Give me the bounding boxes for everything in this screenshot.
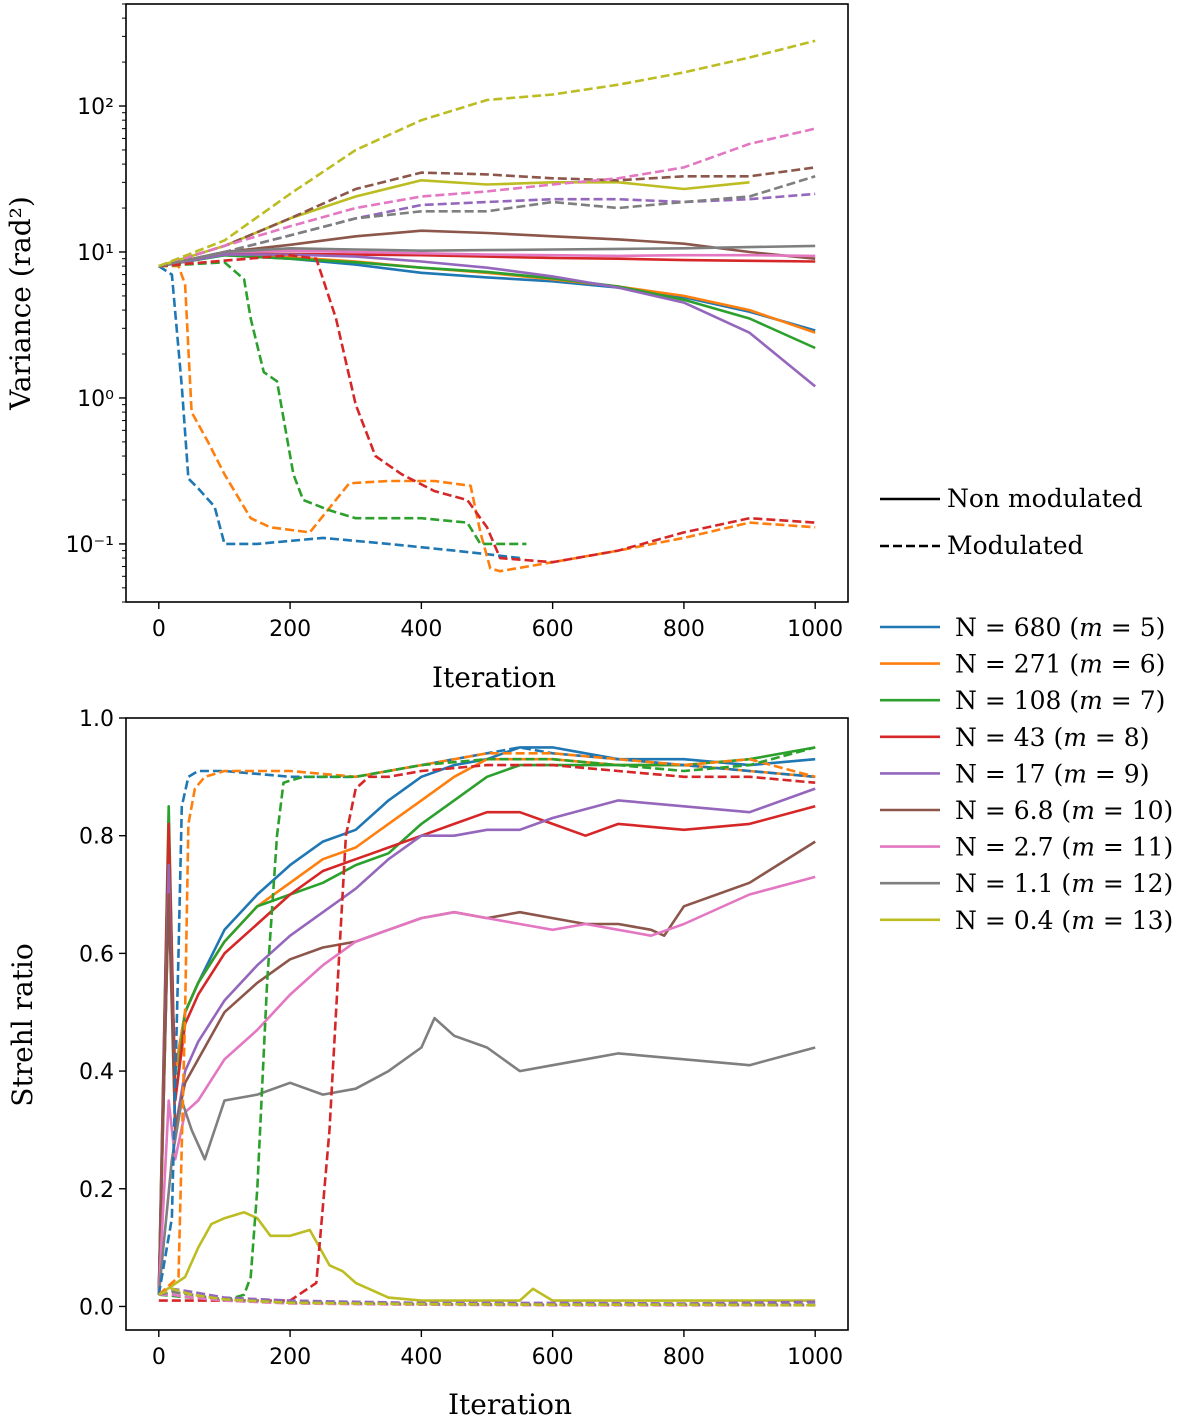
strehl-x-tick-label: 0 <box>152 1345 166 1370</box>
legend-series-label: N = 271 (m = 6) <box>955 650 1165 679</box>
line-style-legend: Non modulated Modulated <box>880 484 1143 560</box>
strehl-x-tick-label: 200 <box>269 1345 311 1370</box>
variance-series-solid-7 <box>158 244 816 268</box>
legend-series-label: N = 43 (m = 8) <box>955 723 1149 752</box>
strehl-plot-frame <box>125 717 849 1331</box>
strehl-series-solid-1 <box>157 757 816 1295</box>
variance-x-axis-label: Iteration <box>432 661 556 694</box>
strehl-series-solid-7 <box>157 1016 816 1295</box>
strehl-series-solid-6 <box>157 875 816 1295</box>
strehl-x-axis-label: Iteration <box>448 1388 572 1419</box>
variance-series-dashed-15 <box>158 127 816 268</box>
legend-series-label: N = 6.8 (m = 10) <box>955 796 1173 825</box>
strehl-y-ticks: 0.0 0.2 0.4 0.6 0.8 1.0 <box>79 707 126 1320</box>
strehl-x-tick-label: 400 <box>400 1345 442 1370</box>
strehl-y-axis-label: Strehl ratio <box>6 943 39 1106</box>
strehl-series-dashed-12 <box>158 763 816 1302</box>
strehl-y-tick-label: 0.2 <box>79 1178 114 1203</box>
strehl-y-tick-label: 0.8 <box>79 825 114 850</box>
strehl-series-solid-8 <box>158 1211 816 1302</box>
variance-y-tick-label: 10² <box>77 95 114 120</box>
variance-y-axis-label: Variance (rad²) <box>4 196 37 411</box>
variance-series-solid-5 <box>158 229 816 268</box>
strehl-series-dashed-13 <box>158 1287 816 1305</box>
variance-series-dashed-17 <box>158 39 816 268</box>
strehl-series-solid-3 <box>157 805 816 1295</box>
legend-series-label: N = 2.7 (m = 11) <box>955 833 1173 862</box>
strehl-x-tick-label: 1000 <box>787 1345 843 1370</box>
strehl-y-tick-label: 1.0 <box>79 707 114 732</box>
variance-series-dashed-9 <box>158 265 520 560</box>
legend-dashed-label: Modulated <box>947 531 1084 560</box>
variance-x-ticks: 0 200 400 600 800 1000 <box>152 602 843 642</box>
strehl-x-ticks: 0 200 400 600 800 1000 <box>152 1330 843 1370</box>
strehl-x-tick-label: 600 <box>532 1345 574 1370</box>
variance-x-tick-label: 0 <box>152 617 166 642</box>
legend-series-label: N = 1.1 (m = 12) <box>955 869 1173 898</box>
variance-series-solid-4 <box>158 253 817 388</box>
strehl-y-tick-label: 0.6 <box>79 942 114 967</box>
legend-series-label: N = 108 (m = 7) <box>955 686 1165 715</box>
variance-series-group <box>158 39 817 573</box>
variance-y-tick-label: 10¹ <box>77 241 114 266</box>
variance-y-tick-label: 10⁻¹ <box>66 533 114 558</box>
variance-panel: 10⁻¹ 10⁰ 10¹ 10² 0 200 400 600 800 1000 Iteratio… <box>4 3 849 694</box>
variance-x-tick-label: 800 <box>663 617 705 642</box>
legend-solid-label: Non modulated <box>947 484 1143 513</box>
variance-series-solid-1 <box>158 253 816 334</box>
variance-series-solid-6 <box>158 249 816 268</box>
variance-x-tick-label: 1000 <box>787 617 843 642</box>
variance-y-tick-label: 10⁰ <box>77 387 114 412</box>
variance-series-dashed-16 <box>158 175 816 268</box>
strehl-panel: 0.0 0.2 0.4 0.6 0.8 1.0 0 200 400 600 800 1000 Ite… <box>6 707 849 1419</box>
strehl-series-dashed-17 <box>158 1287 816 1307</box>
legend-series-label: N = 680 (m = 5) <box>955 613 1165 642</box>
variance-y-ticks: 10⁻¹ 10⁰ 10¹ 10² <box>66 3 126 603</box>
variance-series-dashed-14 <box>158 166 816 268</box>
strehl-y-tick-label: 0.0 <box>79 1295 114 1320</box>
variance-series-solid-2 <box>158 253 816 350</box>
strehl-series-dashed-11 <box>158 746 816 1302</box>
strehl-x-tick-label: 800 <box>663 1345 705 1370</box>
series-legend: N = 680 (m = 5) N = 271 (m = 6) N = 108 (m… <box>880 613 1173 935</box>
variance-x-tick-label: 200 <box>269 617 311 642</box>
legend-series-label: N = 0.4 (m = 13) <box>955 906 1173 935</box>
variance-series-dashed-12 <box>158 253 816 564</box>
strehl-series-dashed-10 <box>157 751 816 1296</box>
variance-plot-frame <box>125 3 849 603</box>
variance-series-dashed-11 <box>158 260 527 546</box>
strehl-series-solid-4 <box>157 787 816 1295</box>
variance-x-tick-label: 400 <box>400 617 442 642</box>
legend-series-label: N = 17 (m = 9) <box>955 759 1149 788</box>
strehl-series-group <box>157 746 816 1307</box>
strehl-y-tick-label: 0.4 <box>79 1060 114 1085</box>
variance-x-tick-label: 600 <box>532 617 574 642</box>
